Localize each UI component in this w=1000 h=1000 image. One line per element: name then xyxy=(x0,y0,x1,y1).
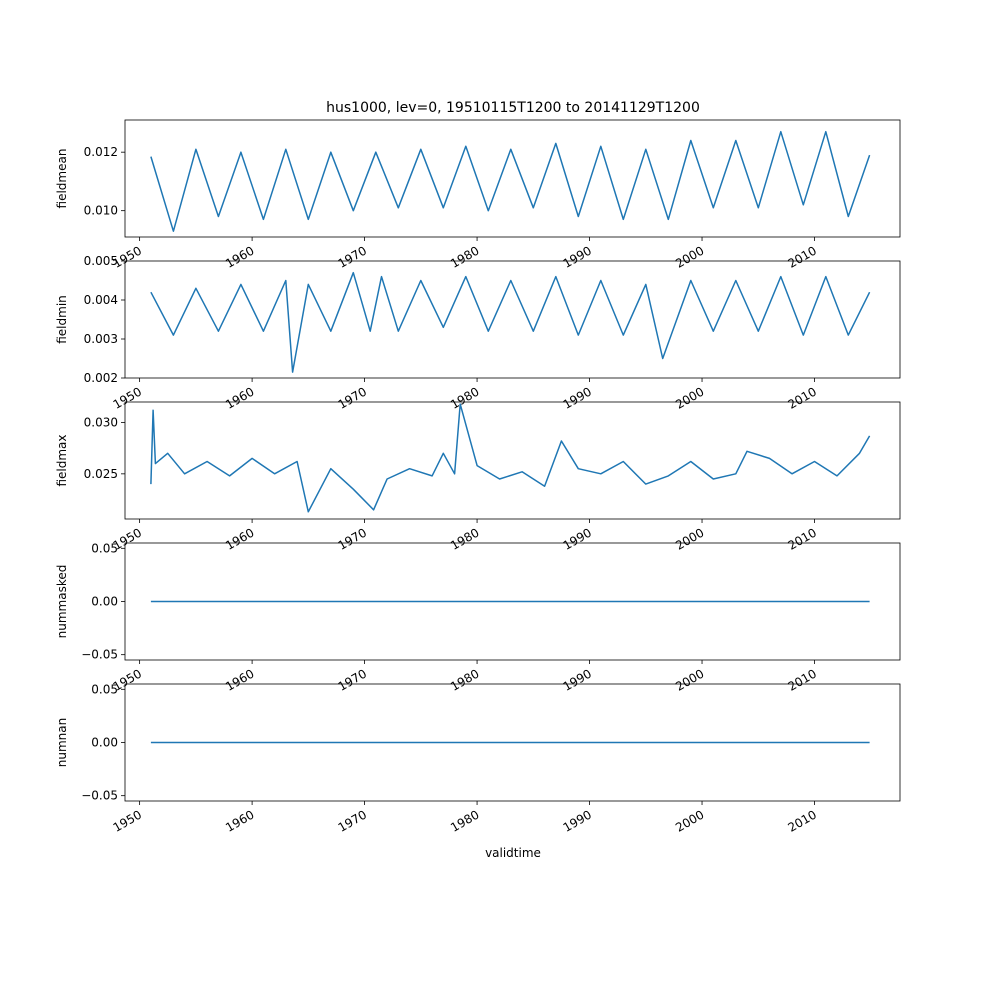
axes-frame xyxy=(124,119,901,238)
series-line-fieldmin xyxy=(150,271,871,373)
y-tick-label: 0.00 xyxy=(91,736,118,750)
y-axis-label: nummasked xyxy=(55,565,69,639)
y-tick-label: 0.025 xyxy=(84,467,118,481)
y-tick-label: 0.010 xyxy=(84,204,118,218)
series-line-fieldmax xyxy=(150,403,871,513)
y-axis-label: numnan xyxy=(55,718,69,767)
y-tick-label: 0.05 xyxy=(91,682,118,696)
figure-title: hus1000, lev=0, 19510115T1200 to 2014112… xyxy=(326,100,700,116)
axes-frame xyxy=(124,401,901,520)
y-tick-label: 0.005 xyxy=(84,254,118,268)
y-axis-label: fieldmin xyxy=(55,295,69,344)
y-tick-label: −0.05 xyxy=(81,648,118,662)
y-axis-label: fieldmax xyxy=(55,434,69,486)
x-axis-label: validtime xyxy=(485,846,541,860)
y-tick-label: 0.002 xyxy=(84,371,118,385)
y-tick-label: 0.012 xyxy=(84,145,118,159)
y-tick-label: 0.004 xyxy=(84,293,118,307)
y-tick-label: 0.030 xyxy=(84,416,118,430)
series-line-fieldmean xyxy=(150,130,871,232)
y-tick-label: −0.05 xyxy=(81,789,118,803)
axes-frame xyxy=(124,260,901,379)
y-axis-label: fieldmean xyxy=(55,149,69,209)
y-tick-label: 0.003 xyxy=(84,332,118,346)
y-tick-label: 0.05 xyxy=(91,541,118,555)
y-tick-label: 0.00 xyxy=(91,595,118,609)
